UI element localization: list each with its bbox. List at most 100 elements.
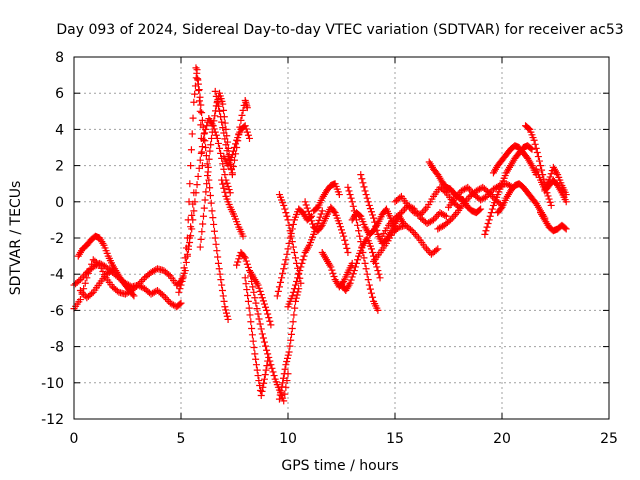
y-tick-label: -8 [50, 340, 64, 356]
data-point [242, 257, 250, 265]
data-point [235, 255, 243, 263]
data-point [369, 211, 377, 219]
data-point [165, 271, 173, 279]
data-point [281, 365, 289, 373]
data-point [267, 321, 275, 329]
data-point [287, 336, 295, 344]
data-point [198, 228, 206, 236]
data-point [445, 217, 453, 225]
data-point [547, 170, 555, 178]
data-point [248, 277, 256, 285]
data-point [371, 218, 379, 226]
data-point [196, 243, 204, 251]
data-point [216, 270, 224, 278]
data-point [290, 311, 298, 319]
data-point [275, 283, 283, 291]
data-point [88, 290, 96, 298]
data-point [352, 259, 360, 267]
data-point [481, 230, 489, 238]
data-point [257, 291, 265, 299]
data-point [238, 111, 246, 119]
data-point [203, 180, 211, 188]
data-point [205, 155, 213, 163]
data-point [477, 205, 485, 213]
data-point [364, 198, 372, 206]
data-point [546, 198, 554, 206]
data-point [365, 281, 373, 289]
data-point [289, 220, 297, 228]
data-point [199, 212, 207, 220]
data-point [336, 223, 344, 231]
data-point [327, 263, 335, 271]
data-point [212, 92, 220, 100]
data-point [538, 166, 546, 174]
data-point [211, 112, 219, 120]
data-point [528, 145, 536, 153]
data-point [258, 294, 266, 302]
data-point [291, 281, 299, 289]
data-point [537, 162, 545, 170]
data-point [263, 346, 271, 354]
data-point [191, 90, 199, 98]
data-point [188, 130, 196, 138]
data-point [252, 299, 260, 307]
data-point [219, 124, 227, 132]
data-point [222, 141, 230, 149]
data-point [276, 391, 284, 399]
x-tick-label: 15 [386, 431, 404, 447]
data-point [287, 232, 295, 240]
data-point [356, 232, 364, 240]
data-point [249, 283, 257, 291]
data-point [184, 245, 192, 253]
data-point [243, 260, 251, 268]
data-point [423, 245, 431, 253]
data-point [225, 186, 233, 194]
data-point [301, 198, 309, 206]
data-point [198, 116, 206, 124]
data-point [306, 214, 314, 222]
data-point [251, 350, 259, 358]
data-point [250, 344, 258, 352]
data-point [201, 196, 209, 204]
data-point [246, 311, 254, 319]
chart-title: Day 093 of 2024, Sidereal Day-to-day VTE… [56, 22, 623, 38]
data-point [253, 305, 261, 313]
data-point [294, 274, 302, 282]
data-point [375, 270, 383, 278]
data-point [242, 125, 250, 133]
data-point [245, 134, 253, 142]
data-point [265, 353, 273, 361]
data-point [483, 223, 491, 231]
data-point [257, 325, 265, 333]
data-point [187, 162, 195, 170]
data-point [255, 315, 263, 323]
data-point [482, 227, 490, 235]
data-point [300, 252, 308, 260]
data-point [219, 292, 227, 300]
data-point [328, 266, 336, 274]
data-point [203, 122, 211, 130]
y-tick-label: 4 [55, 122, 64, 138]
data-point [214, 139, 222, 147]
data-point [218, 281, 226, 289]
data-point [278, 274, 286, 282]
data-point [486, 212, 494, 220]
data-point [251, 294, 259, 302]
y-axis-title: SDTVAR / TECUs [8, 181, 24, 296]
data-point [197, 101, 205, 109]
data-point [202, 125, 210, 133]
data-point [78, 288, 86, 296]
data-point [439, 210, 447, 218]
data-point [484, 220, 492, 228]
data-point [284, 351, 292, 359]
data-point [224, 182, 232, 190]
data-point [480, 194, 488, 202]
data-point [183, 252, 191, 260]
data-point [264, 350, 272, 358]
data-point [216, 107, 224, 115]
data-point [260, 300, 268, 308]
data-point [241, 274, 249, 282]
data-point [260, 379, 268, 387]
data-point [210, 220, 218, 228]
data-point [335, 220, 343, 228]
